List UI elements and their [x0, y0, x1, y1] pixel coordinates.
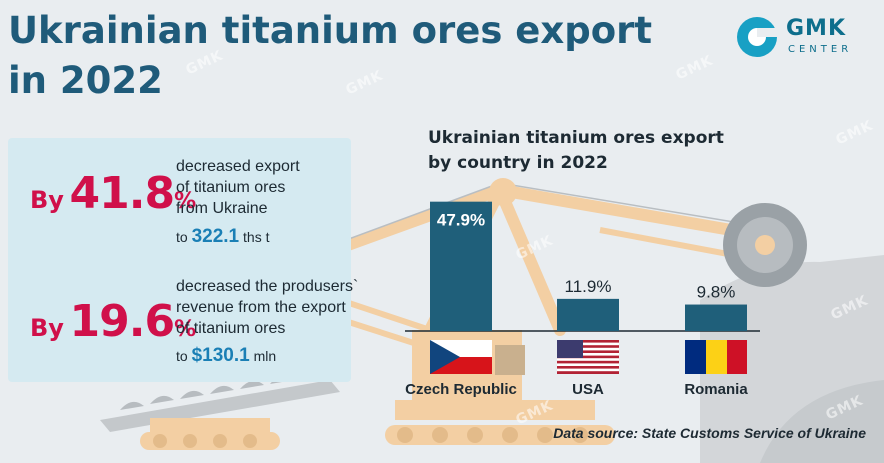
- stat-2-desc-line: of titanium ores: [176, 320, 286, 337]
- chart-title-line-1: Ukrainian titanium ores export: [428, 128, 724, 148]
- stat-1-value: to 322.1 ths t: [176, 226, 269, 248]
- stat-2-by: By: [30, 314, 64, 342]
- stat-1-description: decreased export of titanium ores from U…: [176, 156, 300, 219]
- chart-title-line-2: by country in 2022: [428, 153, 608, 173]
- stat-1-desc-line: from Ukraine: [176, 200, 268, 217]
- page-title: Ukrainian titanium ores export in 2022: [8, 6, 652, 106]
- bar-value-label: 9.8%: [697, 283, 736, 302]
- stat-2-percent: %: [174, 317, 197, 342]
- stat-1-unit: ths t: [243, 229, 270, 245]
- logo-subtext: CENTER: [788, 44, 853, 55]
- title-line-2: in 2022: [8, 59, 163, 102]
- stats-panel: [8, 138, 351, 382]
- bar-romania: [685, 304, 747, 331]
- stat-2-headline: By 19.6%: [30, 296, 196, 347]
- stat-2-desc-line: revenue from the export: [176, 299, 346, 316]
- data-source-note: Data source: State Customs Service of Uk…: [553, 425, 866, 441]
- stat-1-percent: %: [174, 189, 197, 214]
- gmk-logo-icon: [737, 17, 779, 57]
- stat-2-unit: mln: [253, 348, 277, 364]
- bar-value-label: 11.9%: [565, 277, 612, 296]
- stat-1-amount: 322.1: [191, 226, 240, 247]
- stat-2-number: 19.6: [69, 296, 176, 347]
- stat-1-to: to: [176, 229, 188, 245]
- chart-title: Ukrainian titanium ores export by countr…: [428, 126, 748, 176]
- romania-flag-icon: [685, 340, 747, 374]
- bar-value-label: 47.9%: [437, 211, 485, 230]
- stat-1-desc-line: of titanium ores: [176, 179, 286, 196]
- bucket-wheel: [723, 203, 807, 287]
- stat-2-description: decreased the produsers` revenue from th…: [176, 276, 358, 339]
- bar-usa: [557, 298, 619, 331]
- logo-text: GMK: [786, 16, 846, 41]
- stat-2-to: to: [176, 348, 188, 364]
- category-label: Czech Republic: [405, 381, 517, 398]
- stat-1-desc-line: decreased export: [176, 158, 300, 175]
- bar-czech-republic: [430, 201, 492, 331]
- stat-2-value: to $130.1 mln: [176, 345, 276, 367]
- stat-2-desc-line: decreased the produsers`: [176, 278, 359, 295]
- usa-flag-icon: [557, 340, 619, 374]
- stat-1-by: By: [30, 186, 64, 214]
- gmk-center-logo: GMK CENTER: [734, 14, 874, 62]
- category-label: USA: [572, 381, 604, 398]
- category-label: Romania: [684, 381, 748, 398]
- stat-1-headline: By 41.8%: [30, 168, 196, 219]
- stat-1-number: 41.8: [69, 168, 176, 219]
- czech-flag-icon: [430, 340, 492, 374]
- stat-2-amount: $130.1: [191, 345, 250, 366]
- title-line-1: Ukrainian titanium ores export: [8, 9, 653, 52]
